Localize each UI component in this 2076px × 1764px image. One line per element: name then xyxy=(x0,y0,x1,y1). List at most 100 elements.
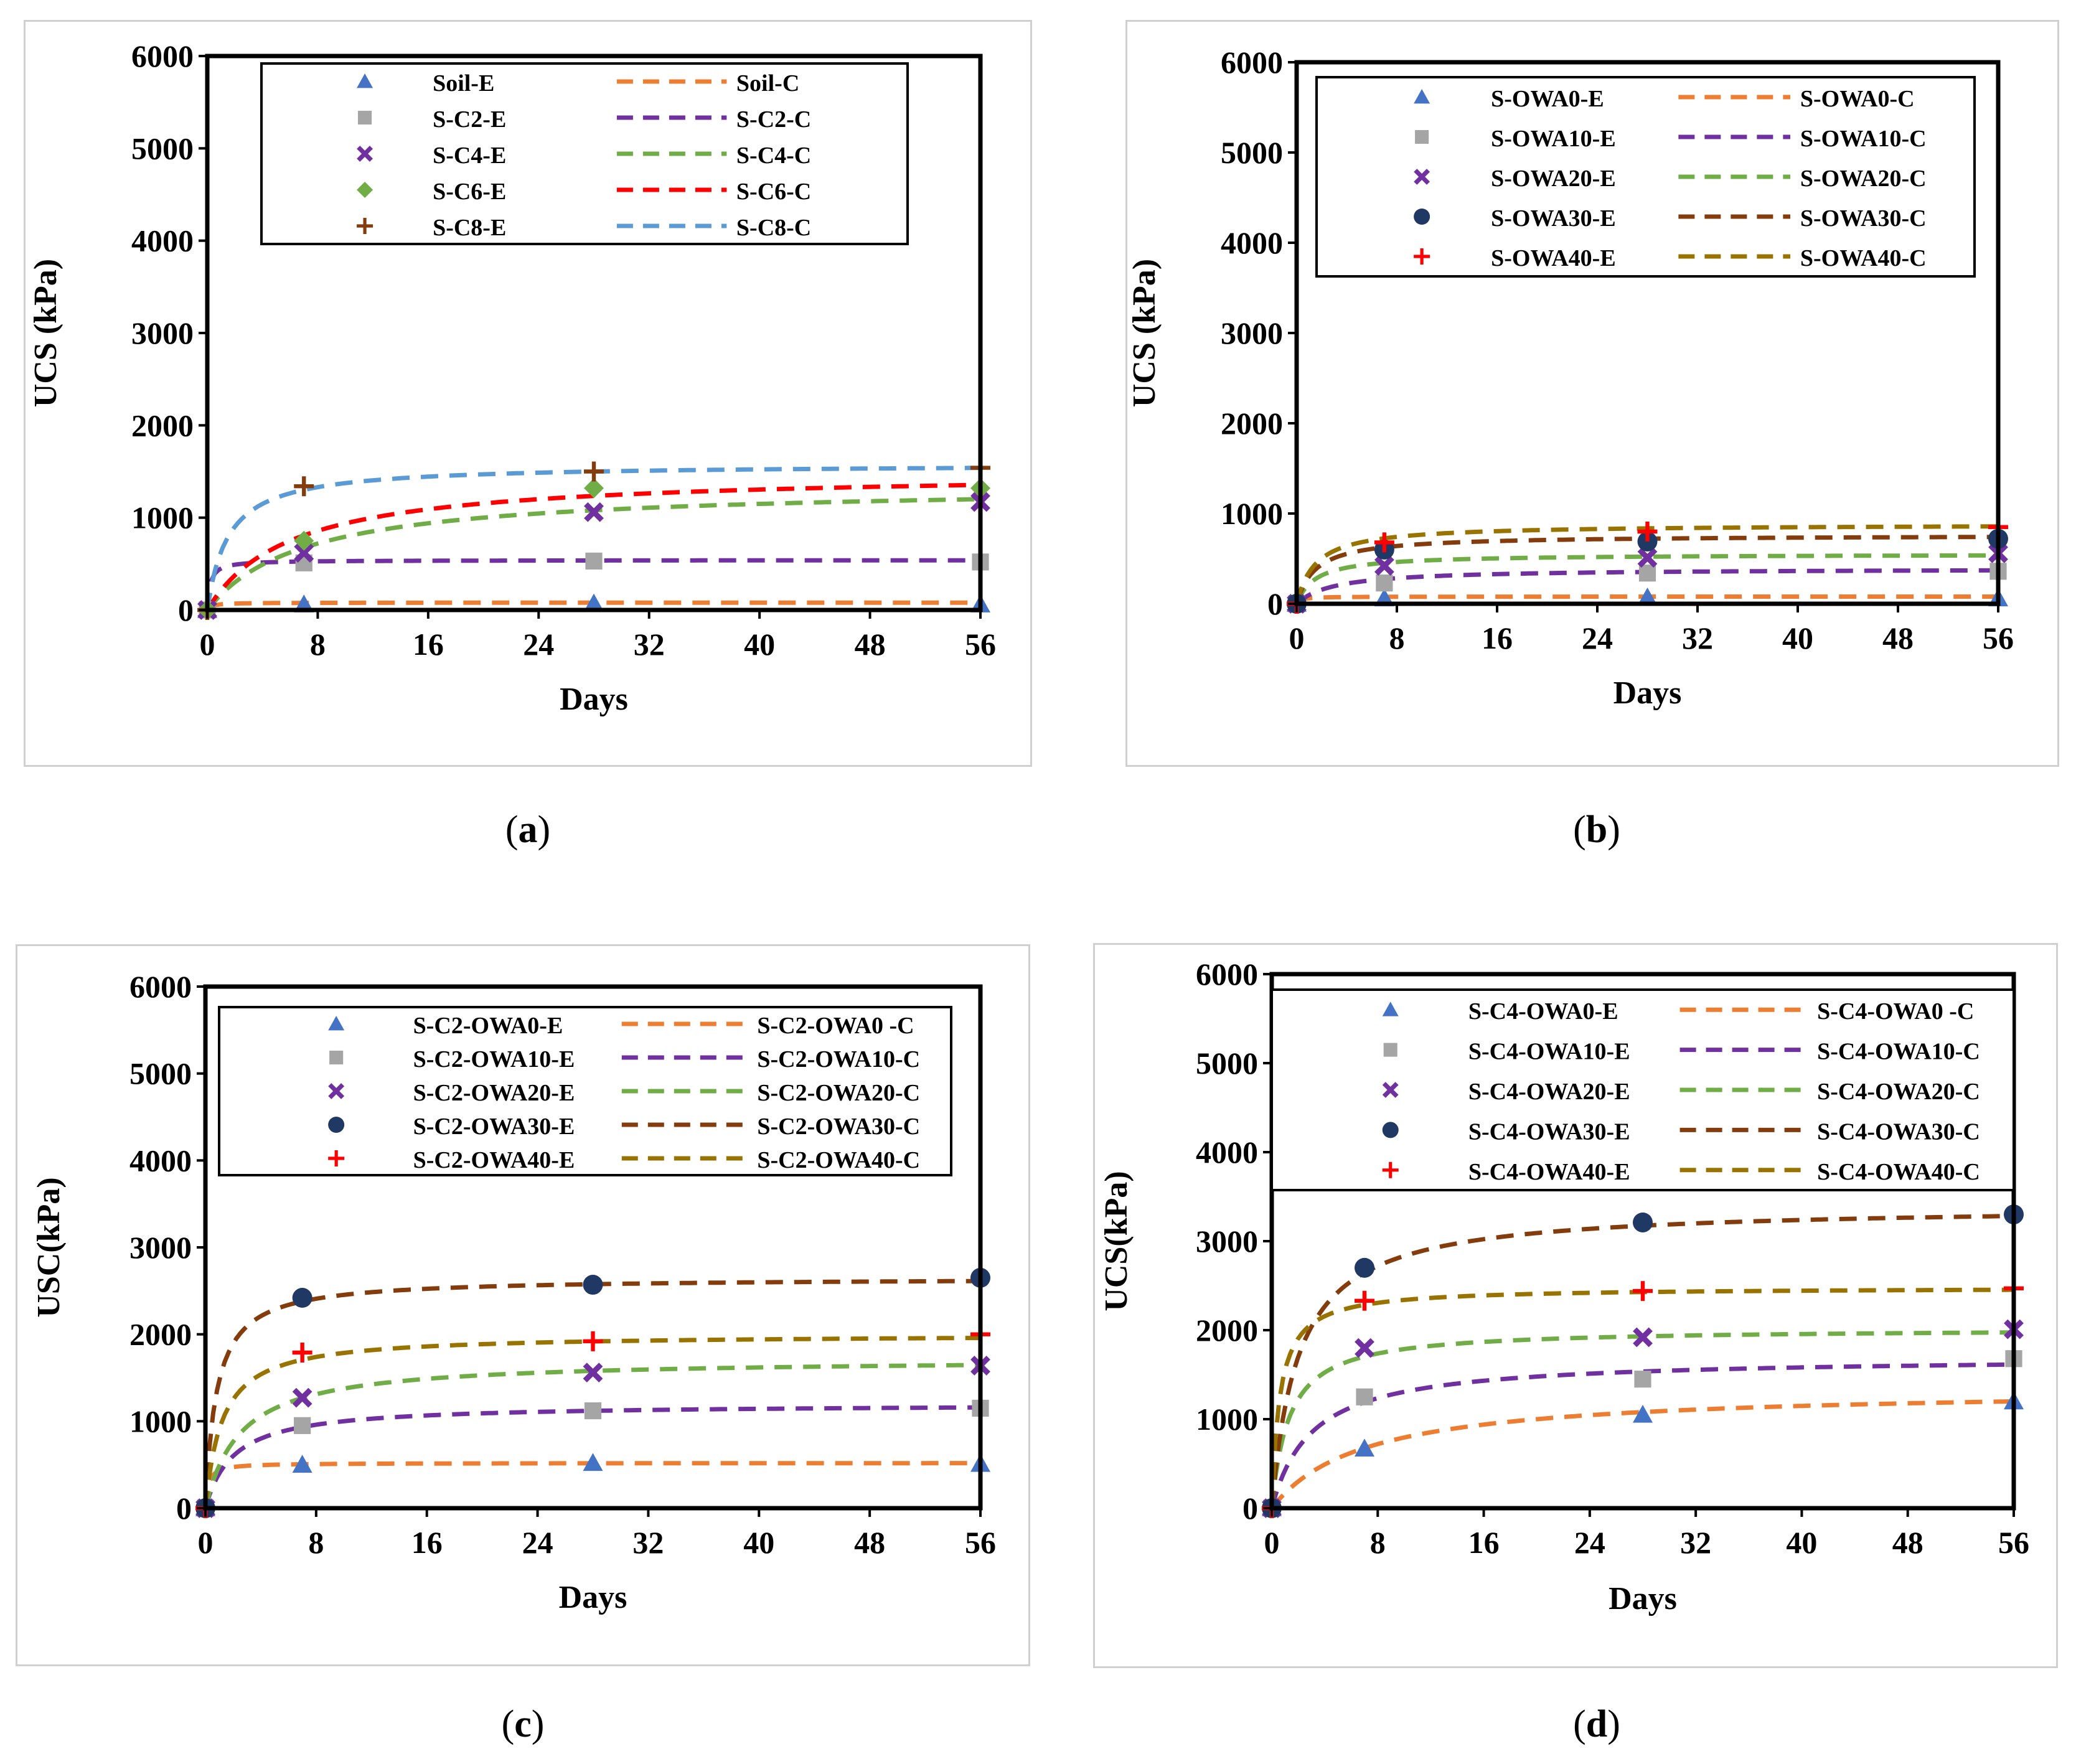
chart-c-legend-label-c-2: S-C2-OWA20-C xyxy=(757,1080,920,1106)
chart-b-point-S-OWA40-7 xyxy=(1374,532,1394,553)
chart-b-xtick-label-0: 0 xyxy=(1289,621,1305,655)
chart-c-legend: S-C2-OWA0-E S-C2-OWA0 -C S-C2-OWA10-E S-C2-… xyxy=(218,1006,952,1176)
chart-b-legend-marker-3 xyxy=(1414,209,1430,225)
chart-d-fit-line-S-C4-OWA10 xyxy=(1269,1362,2014,1509)
chart-b-ytick-label-3000: 3000 xyxy=(1221,316,1283,350)
chart-c-x-axis-title: Days xyxy=(559,1580,627,1615)
chart-d-legend-label-e-2: S-C4-OWA20-E xyxy=(1468,1079,1630,1105)
chart-b-legend-marker-2 xyxy=(1414,169,1430,185)
chart-c-xtick-label-0: 0 xyxy=(198,1525,214,1560)
chart-b-point-S-OWA20-7 xyxy=(1374,556,1394,576)
chart-c-point-S-C2-OWA0-7 xyxy=(292,1455,312,1473)
chart-d-ytick-label-1000: 1000 xyxy=(1196,1402,1258,1437)
chart-d-ytick-label-2000: 2000 xyxy=(1196,1313,1258,1348)
chart-d-point-S-C4-OWA0-28 xyxy=(1633,1404,1653,1423)
chart-d-xtick-label-8: 8 xyxy=(1370,1525,1386,1560)
chart-d-point-S-C4-OWA0-7 xyxy=(1355,1438,1374,1457)
chart-c-ytick-label-2000: 2000 xyxy=(129,1317,192,1352)
chart-c-ytick-label-5000: 5000 xyxy=(129,1056,192,1091)
chart-a-xtick-label-8: 8 xyxy=(310,627,326,662)
chart-b-xtick-label-48: 48 xyxy=(1882,621,1914,655)
chart-c-legend-label-c-3: S-C2-OWA30-C xyxy=(757,1114,920,1140)
chart-d-xtick-label-32: 32 xyxy=(1680,1525,1711,1560)
chart-a-legend-marker-1 xyxy=(358,110,372,125)
chart-b-legend-label-e-4: S-OWA40-E xyxy=(1491,245,1616,271)
chart-a-legend-marker-2 xyxy=(357,146,373,162)
chart-a-legend-label-c-1: S-C2-C xyxy=(736,106,811,133)
chart-c-ytick-label-1000: 1000 xyxy=(129,1404,192,1438)
chart-b-legend-marker-1 xyxy=(1415,129,1429,144)
chart-c-legend-label-e-4: S-C2-OWA40-E xyxy=(413,1147,575,1173)
chart-a-point-S-C6-28 xyxy=(584,478,604,499)
caption-a: (a) xyxy=(505,809,551,851)
chart-c-point-S-C2-OWA30-28 xyxy=(583,1275,603,1295)
chart-d-ytick-label-6000: 6000 xyxy=(1196,957,1258,992)
chart-c-point-S-C2-OWA40-28 xyxy=(583,1331,603,1351)
chart-a-legend-label-c-3: S-C6-C xyxy=(736,179,811,205)
chart-a-xtick-label-16: 16 xyxy=(413,627,444,662)
chart-d-ytick-label-3000: 3000 xyxy=(1196,1224,1258,1259)
chart-b-xtick-label-56: 56 xyxy=(1983,621,2014,655)
chart-d-legend-label-e-0: S-C4-OWA0-E xyxy=(1468,998,1618,1025)
chart-c-xtick-label-40: 40 xyxy=(743,1525,774,1560)
chart-d-point-S-C4-OWA40-28 xyxy=(1633,1281,1653,1302)
chart-a: 0 1000 2000 3000 4000 5000 6000 0 8 16 24 32 40 48 56 D… xyxy=(28,39,996,717)
chart-a-xtick-label-24: 24 xyxy=(523,627,554,662)
chart-d-fit-line-S-C4-OWA30 xyxy=(1269,1214,2014,1509)
chart-d-point-S-C4-OWA30-28 xyxy=(1633,1212,1653,1232)
chart-a-legend-label-e-2: S-C4-E xyxy=(433,143,506,169)
chart-d-legend-marker-1 xyxy=(1383,1043,1397,1057)
chart-b-xtick-label-40: 40 xyxy=(1782,621,1813,655)
chart-d-legend-marker-3 xyxy=(1382,1122,1399,1138)
chart-a-point-S-C6-7 xyxy=(294,530,314,551)
chart-b-ytick-label-4000: 4000 xyxy=(1221,225,1283,260)
chart-c-ytick-label-3000: 3000 xyxy=(129,1230,192,1265)
chart-a-ytick-label-2000: 2000 xyxy=(131,408,194,443)
chart-b-point-S-OWA10-7 xyxy=(1376,575,1393,592)
chart-a-point-S-C2-28 xyxy=(585,552,603,570)
chart-b-point-S-OWA0-28 xyxy=(1637,587,1658,606)
chart-b-legend-label-c-0: S-OWA0-C xyxy=(1800,86,1915,112)
caption-d: (d) xyxy=(1573,1703,1620,1745)
chart-d-point-S-C4-OWA10-28 xyxy=(1634,1371,1651,1388)
chart-d-legend-marker-0 xyxy=(1382,1002,1399,1016)
chart-b-y-axis-title: UCS (kPa) xyxy=(1127,259,1162,407)
chart-b-legend-marker-0 xyxy=(1414,89,1430,104)
chart-a-legend-label-e-0: Soil-E xyxy=(433,70,494,96)
chart-c-point-S-C2-OWA30-7 xyxy=(292,1288,312,1308)
chart-c-point-S-C2-OWA0-28 xyxy=(583,1453,603,1471)
chart-c-legend-label-c-0: S-C2-OWA0 -C xyxy=(757,1013,914,1039)
chart-a-ytick-label-4000: 4000 xyxy=(131,223,194,258)
chart-b-ytick-label-5000: 5000 xyxy=(1221,135,1283,170)
chart-c-xtick-label-24: 24 xyxy=(522,1525,553,1560)
chart-d-point-S-C4-OWA20-28 xyxy=(1633,1327,1653,1348)
chart-d-xtick-label-40: 40 xyxy=(1786,1525,1817,1560)
chart-d-legend-label-c-3: S-C4-OWA30-C xyxy=(1817,1119,1980,1145)
chart-d-ytick-label-0: 0 xyxy=(1242,1491,1258,1526)
chart-a-ytick-label-0: 0 xyxy=(178,593,194,627)
chart-d-x-axis-title: Days xyxy=(1609,1581,1677,1616)
chart-d-ytick-label-4000: 4000 xyxy=(1196,1135,1258,1170)
chart-c-legend-marker-0 xyxy=(328,1016,345,1031)
chart-a-xtick-label-48: 48 xyxy=(855,627,886,662)
chart-c-xtick-label-8: 8 xyxy=(308,1525,324,1560)
chart-a-xtick-label-0: 0 xyxy=(200,627,215,662)
chart-c-legend-label-e-1: S-C2-OWA10-E xyxy=(413,1046,575,1072)
chart-c-legend-label-c-4: S-C2-OWA40-C xyxy=(757,1147,920,1173)
chart-d-xtick-label-16: 16 xyxy=(1468,1525,1500,1560)
chart-c-point-S-C2-OWA10-28 xyxy=(584,1402,602,1420)
chart-c-legend-label-e-3: S-C2-OWA30-E xyxy=(413,1114,575,1140)
chart-a-legend-label-e-1: S-C2-E xyxy=(433,106,506,133)
caption-b: (b) xyxy=(1573,809,1620,851)
chart-d-y-axis-title: UCS(kPa) xyxy=(1099,1171,1134,1311)
chart-c-xtick-label-16: 16 xyxy=(411,1525,443,1560)
chart-b-ytick-label-0: 0 xyxy=(1267,586,1283,621)
chart-a-legend-label-c-4: S-C8-C xyxy=(736,215,811,241)
chart-b-legend-label-c-2: S-OWA20-C xyxy=(1800,166,1927,192)
chart-c-y-axis-title: USC(kPa) xyxy=(31,1177,67,1317)
chart-c-point-S-C2-OWA20-28 xyxy=(583,1363,603,1383)
chart-d-legend: S-C4-OWA0-E S-C4-OWA0 -C S-C4-OWA10-E S-C4-… xyxy=(1270,988,2015,1191)
chart-d-legend-marker-4 xyxy=(1382,1161,1399,1178)
chart-b-legend-label-e-1: S-OWA10-E xyxy=(1491,126,1616,152)
chart-d-legend-label-c-2: S-C4-OWA20-C xyxy=(1817,1079,1980,1105)
